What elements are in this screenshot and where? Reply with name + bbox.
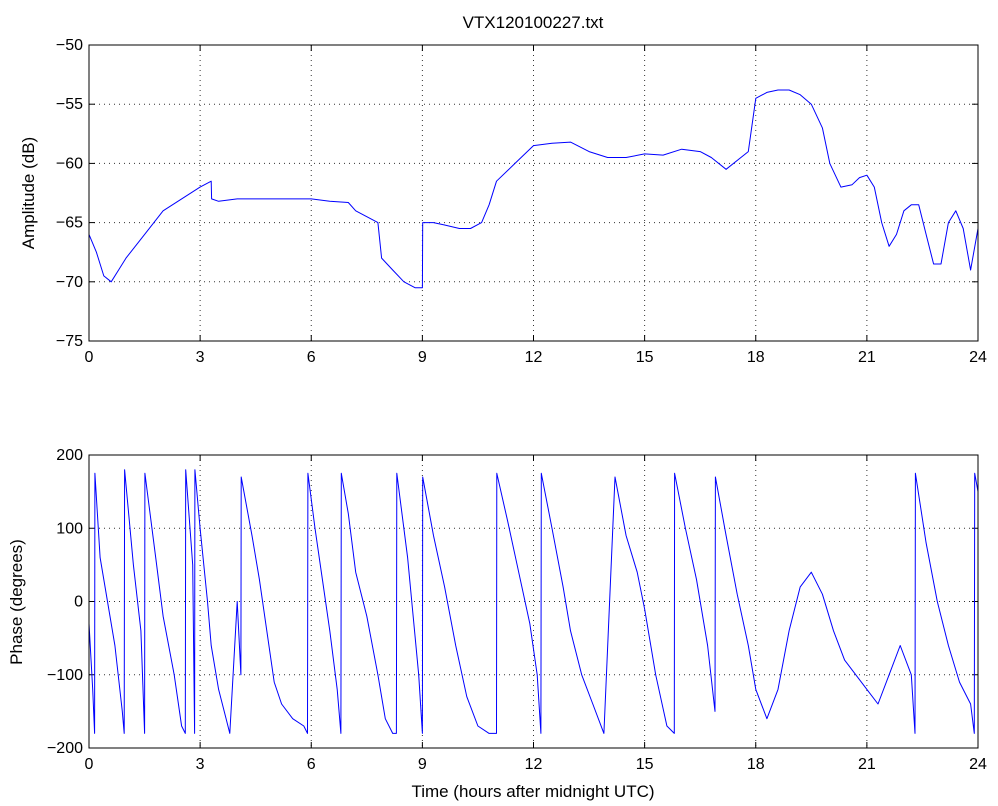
phase-plot-frame bbox=[88, 454, 979, 749]
phase-x-tick-label: 12 bbox=[525, 756, 543, 773]
phase-y-tick-label: 200 bbox=[56, 447, 83, 464]
phase-x-tick-label: 0 bbox=[85, 756, 94, 773]
phase-y-tick-label: −200 bbox=[47, 740, 83, 757]
amplitude-plot-frame bbox=[88, 44, 979, 342]
amplitude-y-tick-label: −75 bbox=[56, 333, 83, 350]
amplitude-x-tick-label: 21 bbox=[858, 349, 876, 366]
amplitude-x-tick-label: 6 bbox=[307, 349, 316, 366]
phase-y-tick-label: −100 bbox=[47, 667, 83, 684]
amplitude-y-axis-label: Amplitude (dB) bbox=[19, 137, 38, 249]
amplitude-x-tick-label: 24 bbox=[969, 349, 987, 366]
phase-y-tick-label: 100 bbox=[56, 520, 83, 537]
amplitude-y-tick-label: −55 bbox=[56, 96, 83, 113]
amplitude-x-tick-label: 12 bbox=[525, 349, 543, 366]
phase-axes: 0 3 6 9 12 15 18 21 24 −200 −100 0 100 200 Phase (deg… bbox=[7, 447, 987, 801]
amplitude-axes: VTX120100227.txt 0 3 6 9 12 15 18 21 24 −75 −70 −65… bbox=[19, 13, 987, 366]
amplitude-ticks: 0 3 6 9 12 15 18 21 24 −75 −70 −65 −60 −55 −50 bbox=[56, 37, 987, 366]
phase-x-tick-label: 15 bbox=[636, 756, 654, 773]
phase-x-tick-label: 21 bbox=[858, 756, 876, 773]
phase-x-tick-label: 6 bbox=[307, 756, 316, 773]
amplitude-y-tick-label: −60 bbox=[56, 155, 83, 172]
phase-gridlines bbox=[89, 455, 978, 748]
amplitude-x-tick-label: 9 bbox=[418, 349, 427, 366]
phase-series-line bbox=[88, 469, 979, 734]
phase-x-tick-label: 24 bbox=[969, 756, 987, 773]
amplitude-x-tick-label: 0 bbox=[85, 349, 94, 366]
amplitude-x-tick-label: 15 bbox=[636, 349, 654, 366]
amplitude-x-tick-label: 3 bbox=[196, 349, 205, 366]
phase-x-tick-label: 9 bbox=[418, 756, 427, 773]
chart-title: VTX120100227.txt bbox=[463, 13, 604, 32]
phase-y-tick-label: 0 bbox=[74, 594, 83, 611]
amplitude-series-line bbox=[88, 89, 979, 289]
amplitude-y-tick-label: −50 bbox=[56, 37, 83, 54]
amplitude-x-tick-label: 18 bbox=[747, 349, 765, 366]
phase-y-axis-label: Phase (degrees) bbox=[7, 539, 26, 665]
phase-x-tick-label: 18 bbox=[747, 756, 765, 773]
amplitude-y-tick-label: −65 bbox=[56, 215, 83, 232]
amplitude-y-tick-label: −70 bbox=[56, 274, 83, 291]
phase-x-axis-label: Time (hours after midnight UTC) bbox=[411, 782, 654, 801]
phase-x-tick-label: 3 bbox=[196, 756, 205, 773]
amplitude-gridlines bbox=[89, 45, 978, 341]
